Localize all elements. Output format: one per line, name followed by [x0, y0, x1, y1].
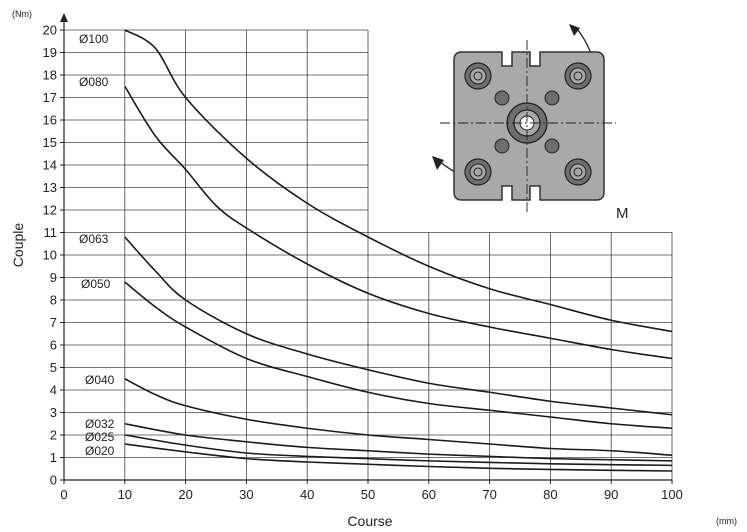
x-tick-label: 70 — [482, 487, 496, 502]
x-tick-label: 20 — [178, 487, 192, 502]
x-unit-label: (mm) — [716, 516, 737, 526]
series-curve-032 — [124, 422, 673, 462]
y-tick-label: 5 — [50, 360, 57, 375]
y-tick-label: 14 — [43, 158, 57, 173]
y-tick-label: 15 — [43, 135, 57, 150]
y-tick-label: 1 — [50, 450, 57, 465]
series-label-040: Ø040 — [85, 373, 115, 387]
series-curve-025 — [124, 434, 673, 467]
x-tick-label: 50 — [361, 487, 375, 502]
mounting-hole — [494, 138, 510, 154]
inset-moment-label: M — [616, 205, 629, 222]
rotation-arrow-head-top — [569, 24, 580, 36]
series-curve-080 — [124, 85, 673, 360]
cylinder-cross-section-diagram — [432, 24, 616, 212]
series-label-080: Ø080 — [79, 75, 109, 89]
series-label-063: Ø063 — [79, 232, 109, 246]
mounting-hole — [544, 90, 560, 106]
y-tick-label: 19 — [43, 45, 57, 60]
y-tick-label: 18 — [43, 68, 57, 83]
series-curve-100 — [124, 29, 673, 333]
y-tick-label: 3 — [50, 405, 57, 420]
series-curve-020 — [124, 443, 673, 472]
x-axis-title: Course — [347, 513, 392, 529]
corner-bolt-inner — [569, 67, 587, 85]
y-tick-label: 12 — [43, 203, 57, 218]
series-label-032: Ø032 — [85, 417, 115, 431]
x-tick-label: 10 — [118, 487, 132, 502]
x-tick-label: 40 — [300, 487, 314, 502]
y-tick-label: 8 — [50, 293, 57, 308]
y-tick-label: 6 — [50, 338, 57, 353]
y-axis-title: Couple — [10, 223, 26, 268]
series-curve-063 — [124, 236, 673, 416]
corner-bolt-hole — [473, 71, 483, 81]
x-tick-label: 80 — [543, 487, 557, 502]
x-tick-label: 90 — [604, 487, 618, 502]
rotation-arrow-head-bottom — [432, 156, 444, 170]
mounting-hole — [494, 90, 510, 106]
corner-bolt-inner — [569, 163, 587, 181]
series-curves — [124, 29, 673, 472]
mounting-hole — [544, 138, 560, 154]
corner-bolt-inner — [469, 67, 487, 85]
x-tick-label: 0 — [60, 487, 67, 502]
y-tick-label: 2 — [50, 428, 57, 443]
y-tick-label: 17 — [43, 90, 57, 105]
series-label-025: Ø025 — [85, 430, 115, 444]
y-tick-label: 16 — [43, 113, 57, 128]
series-curve-050 — [124, 281, 673, 430]
y-axis-arrow — [60, 13, 68, 22]
corner-bolt-hole — [573, 167, 583, 177]
corner-bolt-hole — [473, 167, 483, 177]
series-label-050: Ø050 — [81, 277, 111, 291]
y-unit-label: (Nm) — [12, 9, 32, 19]
y-tick-label: 20 — [43, 23, 57, 38]
x-tick-label: 100 — [661, 487, 683, 502]
y-tick-label: 10 — [43, 248, 57, 263]
y-tick-label: 9 — [50, 270, 57, 285]
series-curve-040 — [124, 378, 673, 457]
y-tick-label: 7 — [50, 315, 57, 330]
series-label-020: Ø020 — [85, 444, 115, 458]
y-tick-label: 13 — [43, 180, 57, 195]
x-tick-label: 60 — [422, 487, 436, 502]
y-tick-label: 11 — [44, 225, 58, 240]
x-tick-label: 30 — [239, 487, 253, 502]
y-tick-label: 4 — [50, 383, 57, 398]
series-label-100: Ø100 — [79, 32, 109, 46]
corner-bolt-hole — [573, 71, 583, 81]
corner-bolt-inner — [469, 163, 487, 181]
y-tick-label: 0 — [50, 473, 57, 488]
